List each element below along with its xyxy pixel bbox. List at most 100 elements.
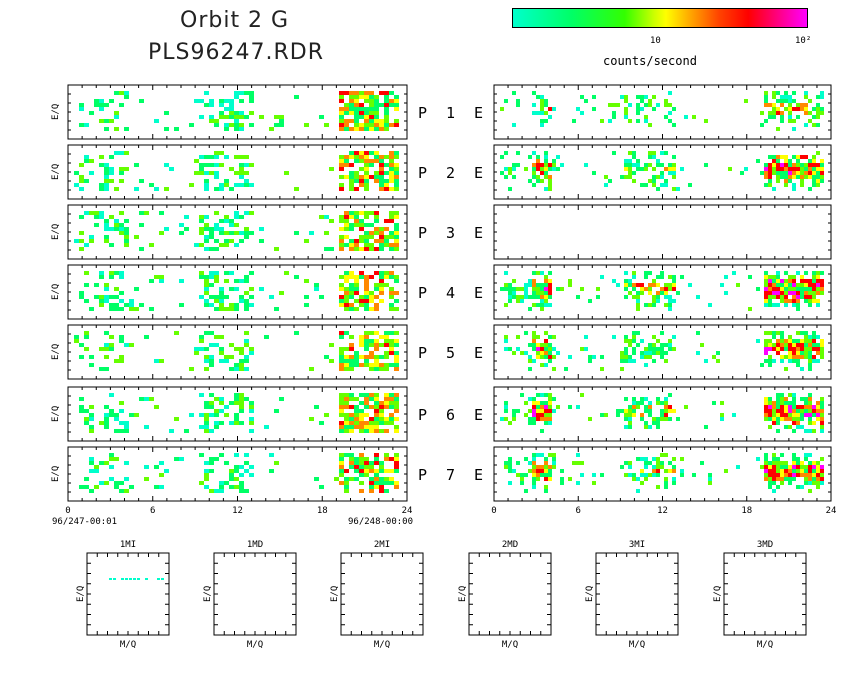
heat-cell [349, 413, 354, 417]
heat-cell [374, 393, 379, 397]
heat-cell [548, 335, 552, 339]
heat-cell [359, 299, 364, 303]
heat-cell [816, 167, 820, 171]
heat-cell [109, 243, 114, 247]
heat-cell [124, 303, 129, 307]
heat-cell [620, 465, 624, 469]
heat-cell [339, 429, 344, 433]
heat-cell [768, 355, 772, 359]
heat-cell [249, 409, 254, 413]
heat-cell [339, 95, 344, 99]
heat-cell [359, 355, 364, 359]
heat-cell [548, 167, 552, 171]
heat-cell [364, 429, 369, 433]
heat-cell [119, 299, 124, 303]
heat-cell [354, 151, 359, 155]
heat-cell [234, 123, 239, 127]
heat-cell [349, 187, 354, 191]
heat-cell [788, 405, 792, 409]
heat-cell [676, 187, 680, 191]
heat-cell [812, 275, 816, 279]
heat-cell [234, 347, 239, 351]
heat-cell [364, 183, 369, 187]
heat-cell [792, 171, 796, 175]
heat-cell [374, 111, 379, 115]
heat-cell [204, 283, 209, 287]
heat-cell [389, 397, 394, 401]
heat-cell [339, 159, 344, 163]
heat-cell [239, 351, 244, 355]
heat-cell [820, 347, 824, 351]
heat-cell [94, 211, 99, 215]
heat-cell [89, 211, 94, 215]
heat-cell [379, 91, 384, 95]
heat-cell [394, 457, 399, 461]
heat-cell [244, 359, 249, 363]
heat-cell [580, 287, 584, 291]
mass-panel-ylabel: E/Q [585, 586, 595, 602]
heat-cell [540, 163, 544, 167]
heat-cell [104, 461, 109, 465]
heat-cell [648, 347, 652, 351]
heat-cell [548, 183, 552, 187]
heat-cell [544, 155, 548, 159]
heat-cell [812, 295, 816, 299]
heat-cell [648, 291, 652, 295]
heat-cell [379, 409, 384, 413]
heat-cell [540, 119, 544, 123]
heat-cell [536, 409, 540, 413]
mass-data-cell [109, 578, 112, 580]
heat-cell [776, 401, 780, 405]
heat-cell [660, 271, 664, 275]
heat-cell [89, 457, 94, 461]
heat-cell [79, 405, 84, 409]
heat-cell [816, 163, 820, 167]
heat-cell [664, 295, 668, 299]
heat-cell [772, 461, 776, 465]
heat-cell [532, 303, 536, 307]
heat-cell [354, 287, 359, 291]
heat-cell [784, 303, 788, 307]
heat-cell [194, 159, 199, 163]
heat-cell [374, 469, 379, 473]
heat-cell [628, 343, 632, 347]
heat-cell [532, 453, 536, 457]
heat-cell [648, 425, 652, 429]
heat-cell [764, 271, 768, 275]
heat-cell [384, 119, 389, 123]
heat-cell [772, 171, 776, 175]
heat-cell [764, 477, 768, 481]
heat-cell [540, 343, 544, 347]
heat-cell [364, 119, 369, 123]
heat-cell [808, 367, 812, 371]
heat-cell [229, 485, 234, 489]
heat-cell [274, 123, 279, 127]
heat-cell [124, 425, 129, 429]
heat-cell [234, 287, 239, 291]
heat-cell [389, 211, 394, 215]
heat-cell [788, 171, 792, 175]
heat-cell [536, 405, 540, 409]
heat-cell [344, 111, 349, 115]
heat-cell [239, 183, 244, 187]
heat-cell [548, 343, 552, 347]
heat-cell [784, 405, 788, 409]
heat-cell [788, 425, 792, 429]
heat-cell [768, 171, 772, 175]
heat-cell [239, 359, 244, 363]
heat-cell [816, 485, 820, 489]
heat-cell [374, 99, 379, 103]
heat-cell [672, 347, 676, 351]
heat-cell [644, 119, 648, 123]
heat-cell [244, 179, 249, 183]
heat-cell [644, 287, 648, 291]
heat-cell [512, 409, 516, 413]
heat-cell [628, 119, 632, 123]
heat-cell [364, 469, 369, 473]
heat-cell [214, 307, 219, 311]
heat-cell [384, 489, 389, 493]
heat-cell [804, 123, 808, 127]
heat-cell [394, 453, 399, 457]
heat-cell [234, 401, 239, 405]
heat-cell [536, 401, 540, 405]
